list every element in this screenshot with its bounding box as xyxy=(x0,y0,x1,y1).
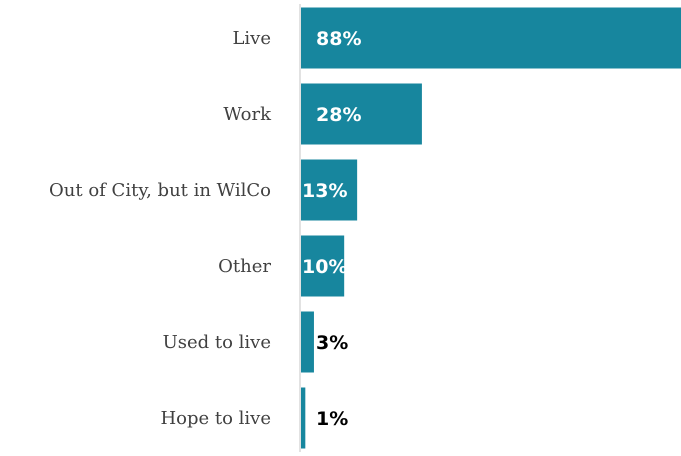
value-label-other: 10% xyxy=(302,256,347,278)
bar-other xyxy=(301,235,345,297)
value-label-live: 88% xyxy=(316,28,361,50)
category-label-used-to-live: Used to live xyxy=(163,332,271,353)
value-label-hope-to-live: 1% xyxy=(316,408,348,430)
category-label-hope-to-live: Hope to live xyxy=(160,408,271,429)
bar-out-of-city-but-in-wilco xyxy=(301,159,358,221)
bars-layer xyxy=(301,7,681,449)
category-label-live: Live xyxy=(232,28,271,49)
category-label-out-of-city-but-in-wilco: Out of City, but in WilCo xyxy=(49,180,271,201)
bar-live xyxy=(301,7,681,69)
value-label-work: 28% xyxy=(316,104,361,126)
value-label-out-of-city-but-in-wilco: 13% xyxy=(302,180,347,202)
labels-layer: Live 88% Work 28% Out of City, but in WilCo 1… xyxy=(49,28,361,430)
value-label-used-to-live: 3% xyxy=(316,332,348,354)
bar-used-to-live xyxy=(301,311,314,373)
bar-hope-to-live xyxy=(301,387,306,449)
bar-work xyxy=(301,83,422,145)
category-label-work: Work xyxy=(223,104,272,125)
category-label-other: Other xyxy=(218,256,271,277)
